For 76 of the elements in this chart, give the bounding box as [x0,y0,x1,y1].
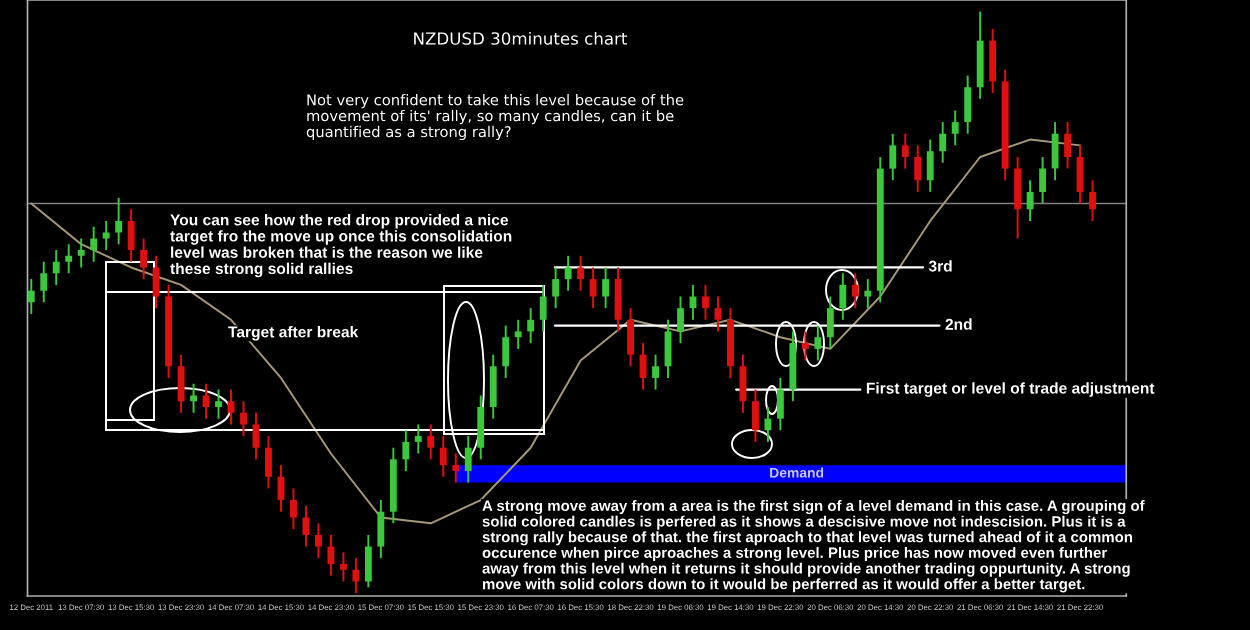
candlestick [464,435,472,484]
candlestick [339,551,347,583]
candlestick [177,353,185,414]
candlestick [776,376,784,432]
candlestick [789,330,797,403]
candlestick [1051,121,1059,182]
candlestick [602,266,610,310]
candlestick [352,557,360,595]
candlestick [152,254,160,310]
candlestick [702,283,709,321]
candlestick [227,388,235,426]
candlestick [652,353,659,391]
candlestick [627,307,634,368]
candlestick [439,435,447,478]
candlestick [202,382,210,420]
candlestick [552,266,560,310]
candlestick [414,423,422,455]
candlestick [801,330,809,362]
candlestick [1089,179,1096,222]
candlestick [364,533,372,589]
candlestick [252,411,260,461]
candlestick [939,121,947,164]
candlestick [951,109,959,147]
candlestick [527,307,535,345]
candlestick [514,318,522,350]
candlestick [826,295,834,350]
candlestick [864,278,872,310]
candlestick [502,324,510,379]
candlestick [190,382,197,414]
candlestick [839,272,847,321]
candlestick [489,353,497,420]
candlestick [901,132,909,170]
candlestick [914,144,922,193]
candlestick [577,254,585,292]
candlestick [77,237,85,269]
candlestick [40,260,48,304]
candlestick [377,499,385,560]
candlestick [90,225,98,263]
candlestick [764,406,772,443]
candlestick [302,504,310,548]
candlestick [889,132,897,182]
candlestick [240,400,247,438]
candlestick [614,266,622,333]
candlestick [402,429,410,472]
candlestick [215,388,222,420]
candlestick [452,452,460,484]
candlestick [140,237,148,281]
candlestick [976,10,984,100]
candlestick [564,254,572,292]
candlestick [1026,179,1034,222]
candlestick [851,272,859,310]
candlestick [427,423,435,461]
candlestick [314,522,322,560]
candlestick [1064,121,1071,170]
candlestick [714,295,722,333]
candlestick [27,278,35,315]
candlestick [52,249,60,286]
candlestick [127,208,135,263]
candlestick [989,28,997,94]
candlestick [677,295,684,345]
candlestick [1039,156,1047,205]
candlestick [539,283,547,333]
candlestick [290,487,297,531]
candlestick [926,138,934,193]
candlestick [727,307,734,379]
candlestick [964,74,972,135]
candlestick [265,435,272,490]
candlestick [589,266,597,310]
candlestick [115,196,123,246]
candlestick [751,388,759,443]
candlestick [1014,156,1022,240]
candlestick [814,324,822,362]
text: NZDUSD 30minutes chart [414,31,628,45]
candlestick [65,243,73,275]
candlestick [477,394,485,461]
candlestick [327,533,335,577]
